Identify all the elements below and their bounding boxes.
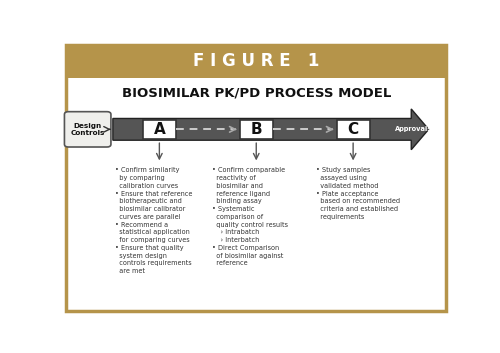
- Text: C: C: [348, 122, 358, 137]
- Text: B: B: [250, 122, 262, 137]
- FancyBboxPatch shape: [240, 120, 272, 139]
- FancyBboxPatch shape: [66, 45, 446, 78]
- Text: Approvals: Approvals: [396, 126, 432, 132]
- Polygon shape: [113, 109, 428, 150]
- Text: • Confirm comparable
  reactivity of
  biosimilar and
  reference ligand
  bindi: • Confirm comparable reactivity of biosi…: [212, 167, 288, 267]
- FancyBboxPatch shape: [64, 112, 111, 147]
- Text: BIOSIMILAR PK/PD PROCESS MODEL: BIOSIMILAR PK/PD PROCESS MODEL: [122, 86, 391, 99]
- Text: • Study samples
  assayed using
  validated method
• Plate acceptance
  based on: • Study samples assayed using validated …: [316, 167, 400, 220]
- FancyBboxPatch shape: [336, 120, 370, 139]
- FancyBboxPatch shape: [143, 120, 176, 139]
- FancyBboxPatch shape: [66, 45, 446, 311]
- Text: • Confirm similarity
  by comparing
  calibration curves
• Ensure that reference: • Confirm similarity by comparing calibr…: [115, 167, 192, 274]
- Text: Design
Controls: Design Controls: [70, 123, 105, 136]
- Text: F I G U R E   1: F I G U R E 1: [193, 52, 320, 70]
- Text: A: A: [154, 122, 165, 137]
